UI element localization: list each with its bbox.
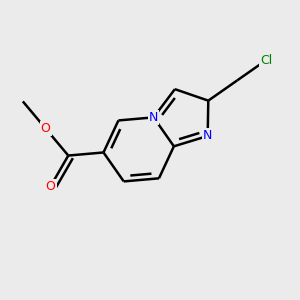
Text: Cl: Cl [260,54,272,67]
Text: N: N [203,130,212,142]
Text: O: O [40,122,50,135]
Text: O: O [46,180,56,193]
Text: N: N [149,111,158,124]
